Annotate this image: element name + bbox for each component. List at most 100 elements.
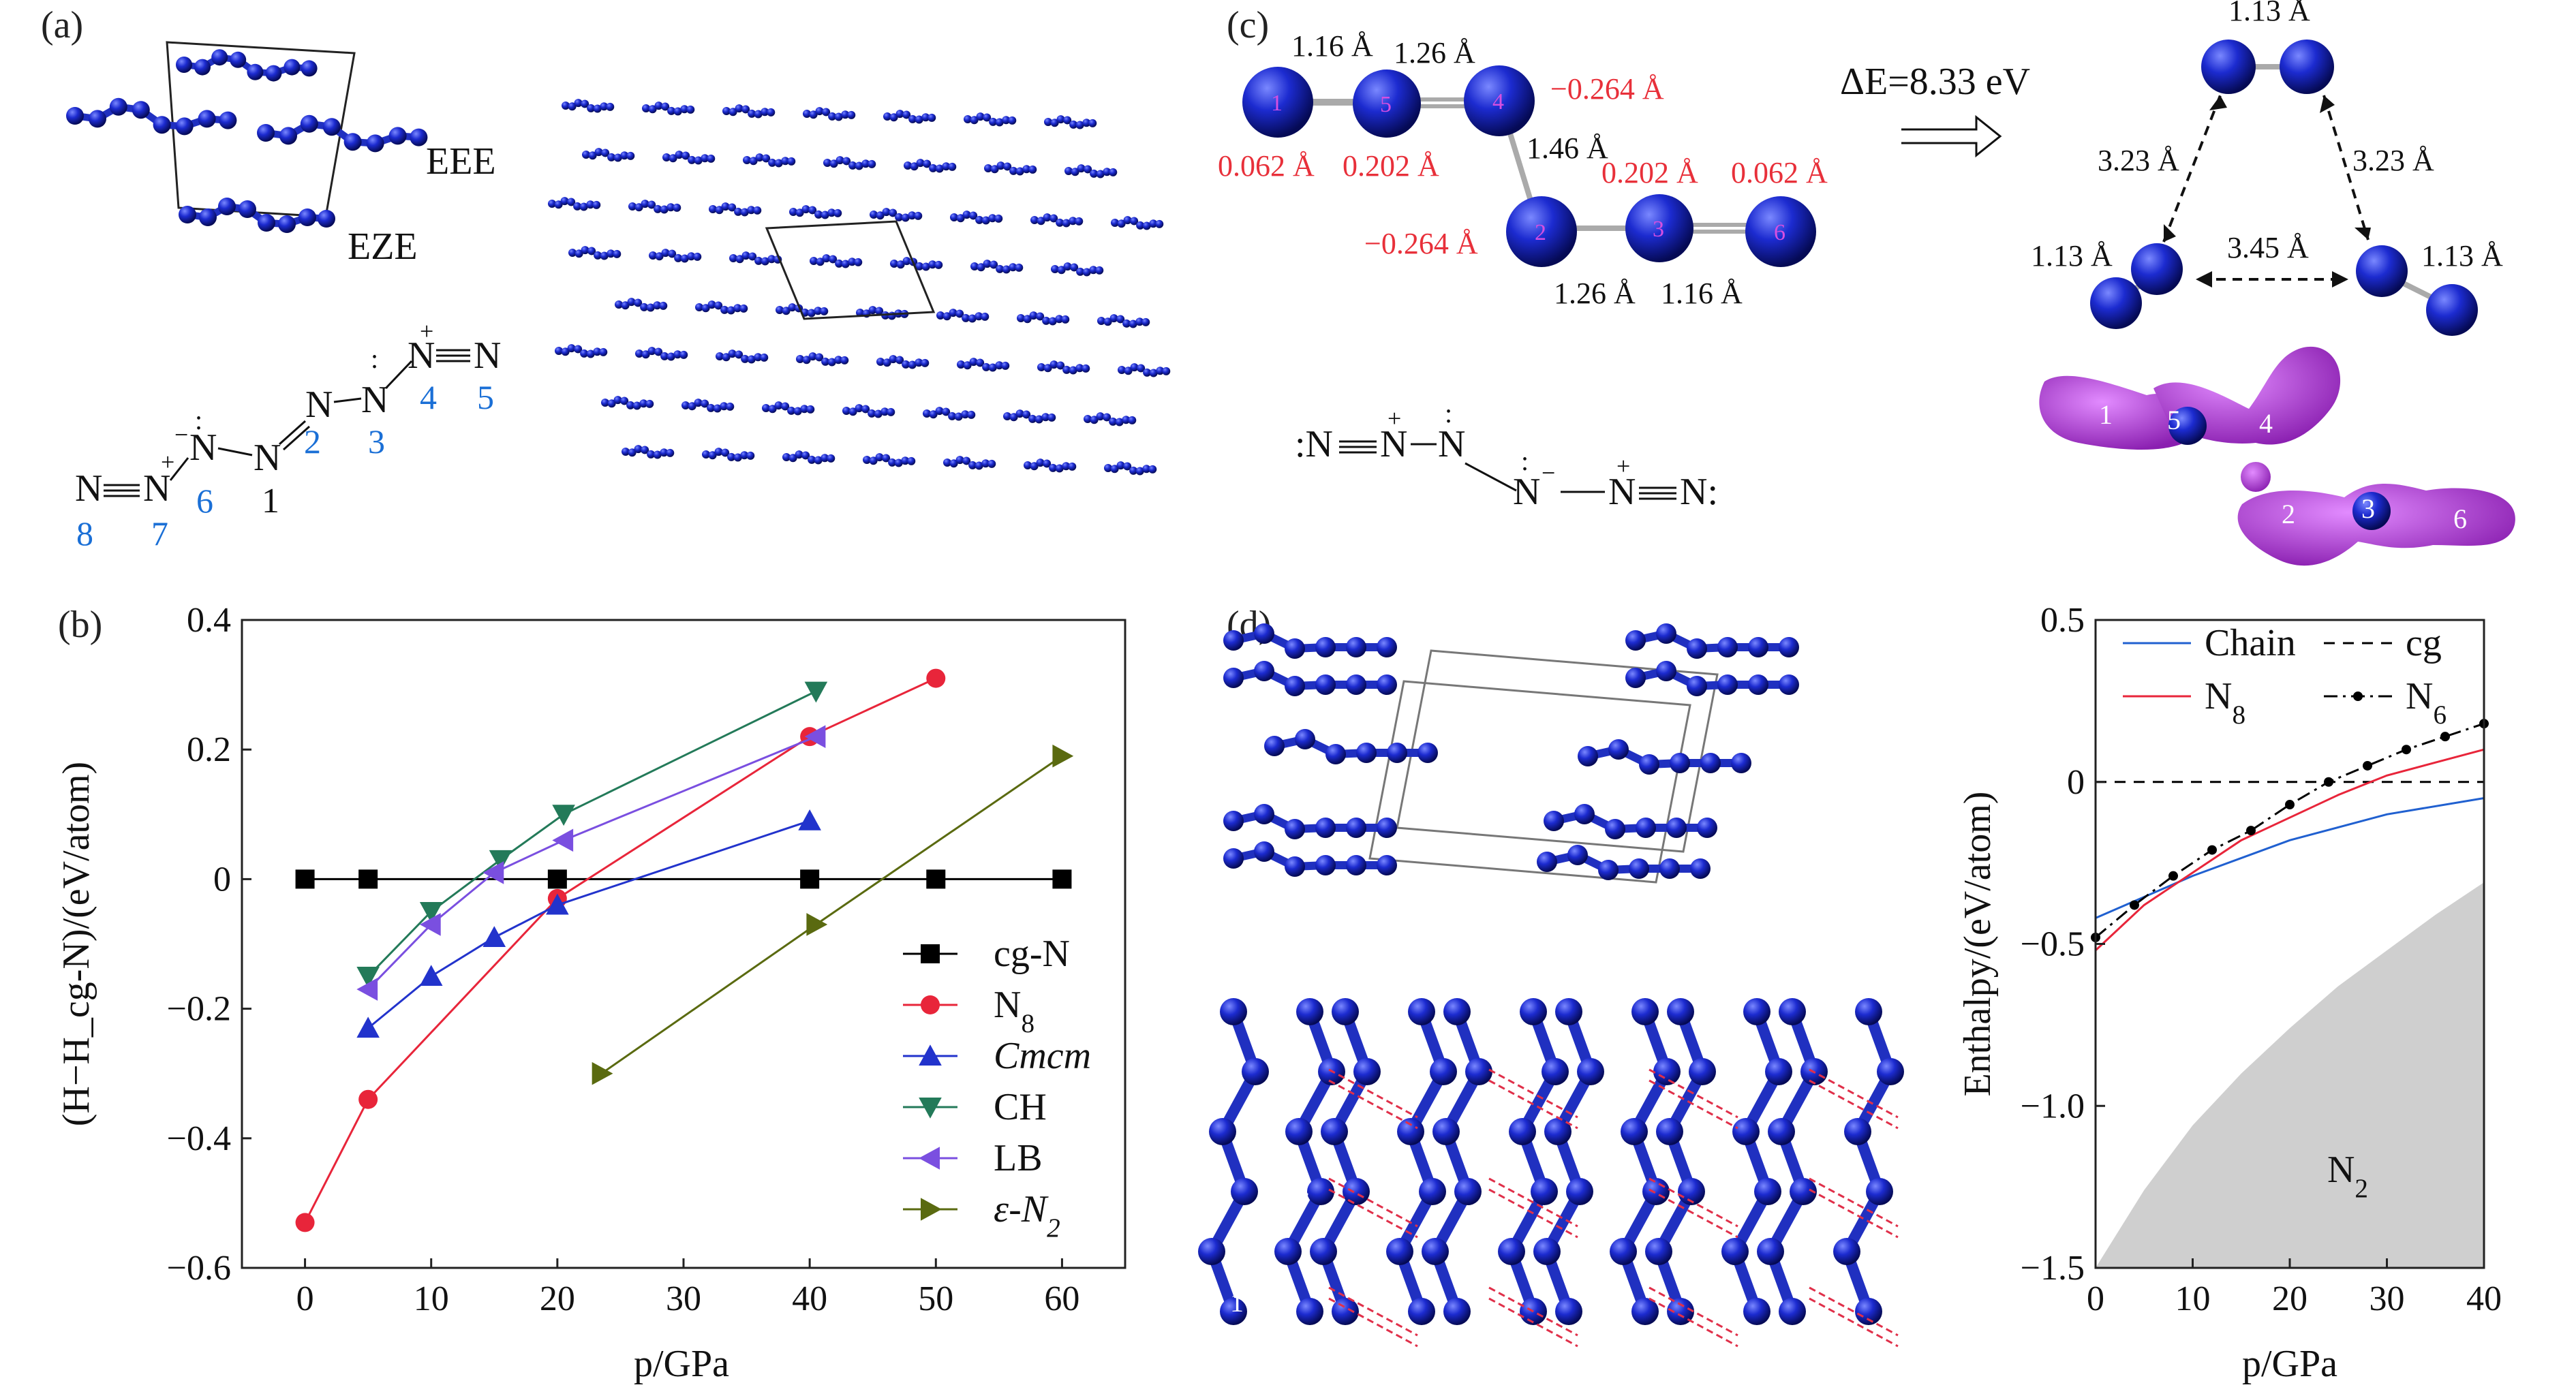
atom bbox=[1130, 363, 1139, 372]
atom bbox=[981, 216, 990, 225]
atom bbox=[582, 151, 590, 159]
data-point bbox=[804, 725, 826, 748]
svg-text:N: N bbox=[305, 384, 333, 426]
atom bbox=[904, 161, 912, 170]
atom bbox=[1022, 410, 1031, 419]
charge-2: 0.062 Å bbox=[1218, 149, 1315, 183]
atom bbox=[806, 405, 815, 414]
n6-molecule-c bbox=[1242, 65, 1816, 267]
atom bbox=[600, 251, 609, 260]
interaction-line bbox=[1488, 1297, 1578, 1348]
x-tick-label: 10 bbox=[2175, 1279, 2211, 1318]
chain-molecules-a bbox=[66, 49, 428, 233]
atom bbox=[1141, 317, 1150, 326]
atom bbox=[1103, 413, 1111, 422]
atom bbox=[914, 211, 923, 220]
atom bbox=[955, 309, 964, 318]
atom bbox=[713, 404, 722, 413]
atom bbox=[554, 200, 563, 209]
atom bbox=[1285, 819, 1305, 839]
atom bbox=[1023, 315, 1032, 324]
chart-b-y-label: (H−H_cg-N)/(eV/atom) bbox=[55, 762, 97, 1126]
legend-marker bbox=[919, 1147, 940, 1170]
atom bbox=[942, 162, 951, 171]
bond-length-1: 1.16 Å bbox=[1291, 29, 1373, 63]
atom bbox=[888, 458, 897, 467]
atom bbox=[728, 350, 737, 358]
atom bbox=[1408, 1298, 1435, 1325]
data-point bbox=[552, 828, 574, 852]
interaction-line bbox=[1328, 1188, 1418, 1239]
atom bbox=[981, 459, 990, 468]
atom bbox=[714, 448, 723, 456]
atom bbox=[774, 159, 783, 168]
legend-marker bbox=[921, 1198, 942, 1221]
atom bbox=[1069, 217, 1077, 226]
atom bbox=[667, 106, 676, 115]
atom bbox=[828, 112, 837, 121]
atom bbox=[580, 349, 589, 358]
data-point bbox=[356, 978, 378, 1001]
data-point bbox=[926, 869, 946, 889]
d-atom-4: 4 bbox=[1295, 1175, 1308, 1205]
interaction-line bbox=[1649, 1079, 1738, 1130]
atom bbox=[1343, 1178, 1370, 1205]
atom bbox=[1636, 818, 1656, 838]
atom bbox=[1096, 412, 1105, 421]
atom bbox=[1044, 118, 1052, 126]
svg-text:+: + bbox=[1387, 405, 1401, 432]
atom bbox=[573, 202, 582, 211]
atom bbox=[1047, 413, 1056, 422]
atom bbox=[989, 117, 998, 126]
atom bbox=[883, 112, 891, 121]
atom bbox=[968, 461, 977, 469]
atom bbox=[1356, 743, 1377, 763]
density-atom-5: 5 bbox=[2167, 405, 2181, 435]
atom bbox=[882, 208, 891, 217]
atom bbox=[179, 206, 196, 223]
atom bbox=[1128, 416, 1137, 424]
atom bbox=[366, 134, 384, 153]
atom bbox=[835, 156, 844, 165]
atom bbox=[1115, 418, 1124, 426]
atom bbox=[907, 456, 916, 465]
atom bbox=[661, 249, 670, 258]
atom bbox=[728, 203, 737, 212]
interaction-line bbox=[1328, 1286, 1418, 1337]
atom bbox=[1088, 119, 1097, 127]
atom bbox=[666, 352, 675, 361]
atom bbox=[1639, 754, 1659, 775]
atom bbox=[870, 211, 878, 219]
atom bbox=[1578, 746, 1598, 766]
data-point bbox=[356, 1016, 380, 1038]
atom bbox=[1509, 1118, 1536, 1145]
atom bbox=[1631, 1298, 1659, 1325]
interaction-line bbox=[1488, 1286, 1578, 1337]
product-distance-6: 1.13 Å bbox=[2421, 239, 2503, 273]
data-point bbox=[2440, 732, 2450, 742]
data-point bbox=[800, 869, 820, 889]
atom bbox=[265, 65, 282, 82]
atom bbox=[666, 203, 675, 212]
atom bbox=[948, 162, 957, 171]
atom bbox=[649, 251, 657, 260]
atom bbox=[1377, 674, 1397, 695]
atom bbox=[632, 401, 641, 410]
atom bbox=[921, 358, 930, 367]
atom bbox=[1061, 315, 1070, 324]
atom bbox=[1075, 121, 1084, 129]
y-tick-label: −0.4 bbox=[167, 1119, 231, 1158]
atom bbox=[848, 407, 857, 416]
data-point bbox=[552, 805, 575, 826]
atom bbox=[1129, 466, 1138, 475]
atom bbox=[975, 312, 983, 321]
atom bbox=[970, 116, 979, 125]
atom bbox=[654, 102, 663, 110]
atom bbox=[1346, 855, 1366, 875]
atom bbox=[1090, 169, 1099, 178]
atom bbox=[640, 302, 649, 311]
atom bbox=[1030, 216, 1039, 224]
atom bbox=[1574, 804, 1595, 824]
atom bbox=[876, 358, 885, 366]
atom bbox=[929, 410, 938, 419]
